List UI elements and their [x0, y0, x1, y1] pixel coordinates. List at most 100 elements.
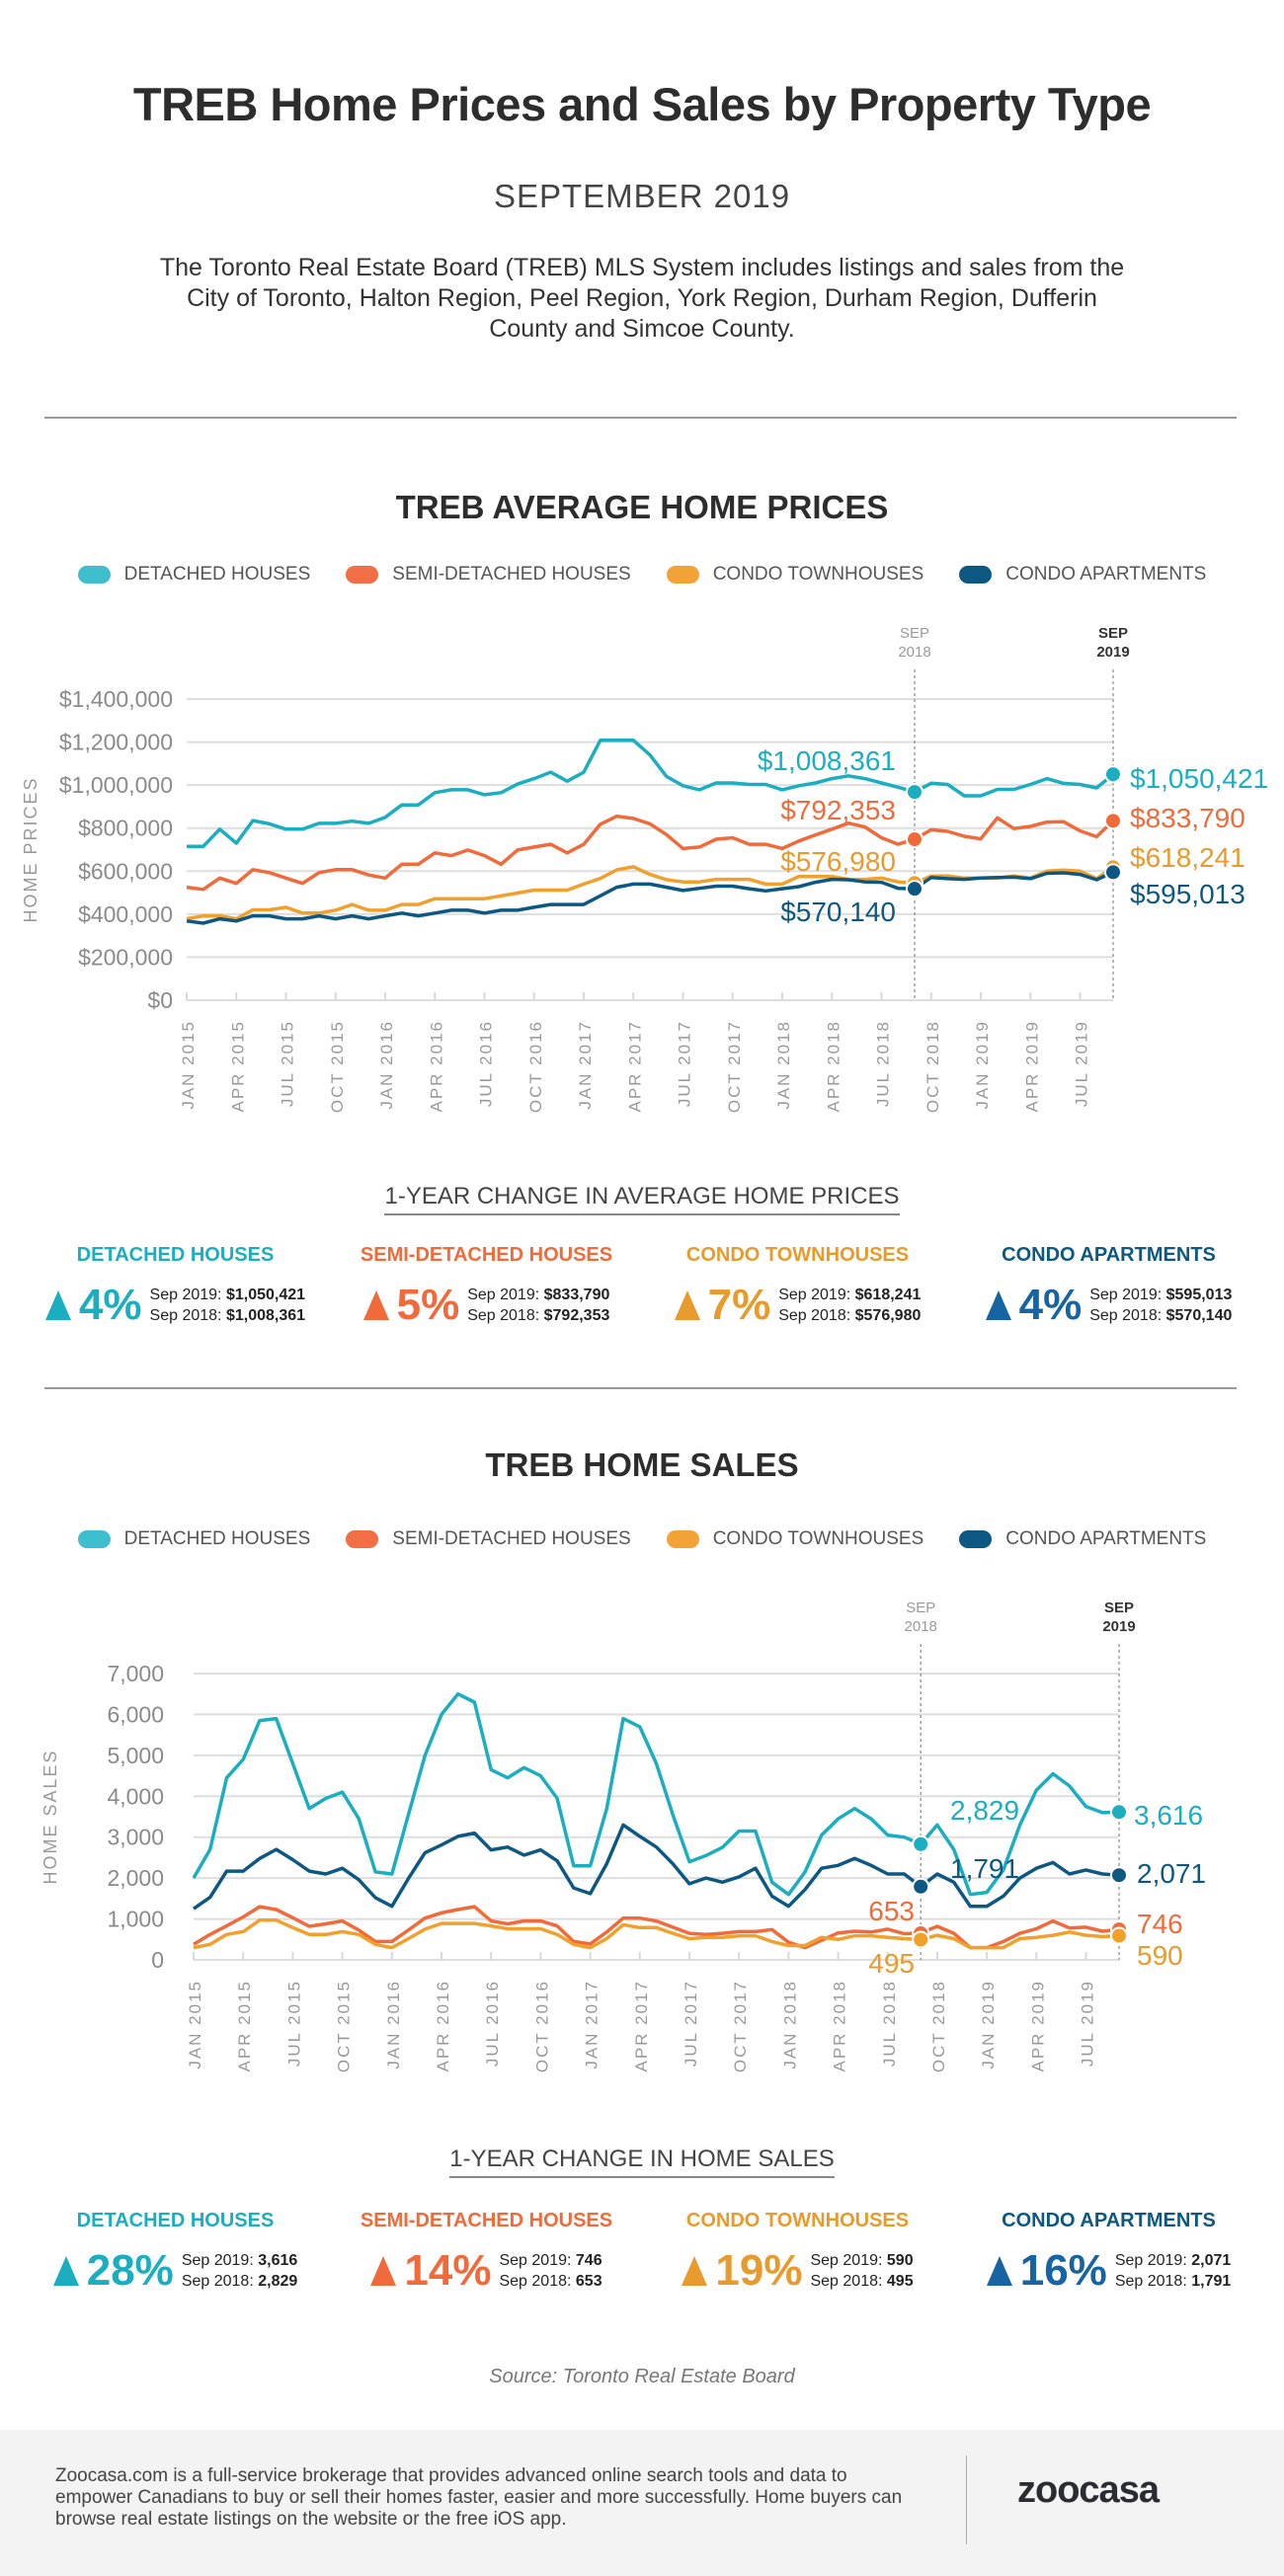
legend-label: SEMI-DETACHED HOUSES	[392, 564, 631, 585]
y-tick-label: 1,000	[107, 1907, 164, 1932]
change-card-title: SEMI-DETACHED HOUSES	[360, 1244, 613, 1266]
x-tick-label: APR 2018	[831, 1980, 849, 2072]
x-tick-label: APR 2019	[1022, 1020, 1041, 1113]
legend-label: DETACHED HOUSES	[123, 1528, 311, 1549]
data-point-detached	[906, 783, 923, 802]
change-percent: 28%	[86, 2246, 174, 2295]
current-value: $1,050,421	[225, 1287, 306, 1303]
zoocasa-logo[interactable]: zoocasa	[1017, 2469, 1160, 2511]
change-percent: 5%	[396, 1281, 460, 1329]
data-label-townhouse: 495	[868, 1948, 915, 1979]
current-value-label: Sep 2019:	[1114, 2252, 1187, 2269]
previous-value-label: Sep 2018:	[149, 1307, 222, 1324]
previous-value-row: Sep 2018: $576,980	[778, 1305, 921, 1326]
x-tick-label: APR 2018	[824, 1020, 843, 1113]
change-card-body: 28% Sep 2019: 3,616 Sep 2018: 2,829	[28, 2246, 324, 2296]
sales-change-title-text: 1-YEAR CHANGE IN HOME SALES	[449, 2146, 835, 2178]
current-value-label: Sep 2019:	[499, 2252, 572, 2269]
y-tick-label: $400,000	[78, 901, 173, 927]
legend-label: SEMI-DETACHED HOUSES	[392, 1528, 631, 1549]
data-label-detached: $1,050,421	[1130, 763, 1268, 794]
current-value-row: Sep 2019: 746	[499, 2250, 602, 2271]
data-label-detached: $1,008,361	[758, 745, 896, 776]
data-label-townhouse: 590	[1137, 1940, 1183, 1971]
x-tick-label: APR 2017	[632, 1980, 651, 2072]
data-label-semi: $792,353	[780, 795, 896, 825]
prices-line-chart: $0 $200,000 $400,000 $600,000 $800,000 $1,000…	[21, 625, 1268, 1113]
current-value-row: Sep 2019: $618,241	[778, 1285, 921, 1305]
change-card-townhouse: CONDO TOWNHOUSES 19% Sep 2019: 590 Sep 2…	[650, 2210, 946, 2296]
change-card-title: DETACHED HOUSES	[76, 2210, 275, 2231]
x-tick-label: JUL 2016	[477, 1020, 496, 1107]
change-percent: 14%	[404, 2246, 492, 2295]
current-value-label: Sep 2019:	[149, 1287, 222, 1303]
date-marker-label: SEP	[900, 625, 929, 642]
change-values: Sep 2019: 2,071 Sep 2018: 1,791	[1115, 2250, 1231, 2292]
data-label-apartment: $595,013	[1130, 879, 1245, 909]
up-arrow-icon	[985, 1290, 1011, 1320]
price-change-title: 1-YEAR CHANGE IN AVERAGE HOME PRICES	[0, 1183, 1284, 1215]
x-tick-label: JUL 2018	[880, 1980, 899, 2067]
change-card-body: 4% Sep 2019: $595,013 Sep 2018: $570,140	[961, 1281, 1257, 1330]
x-tick-label: APR 2015	[235, 1980, 254, 2072]
change-card-body: 7% Sep 2019: $618,241 Sep 2018: $576,980	[650, 1281, 946, 1330]
series-line-semi	[186, 814, 1115, 892]
x-tick-label: JUL 2015	[279, 1020, 297, 1107]
previous-value-label: Sep 2018:	[467, 1307, 540, 1324]
x-tick-label: JAN 2017	[576, 1020, 595, 1110]
change-percent: 4%	[1018, 1281, 1083, 1329]
change-percent: 4%	[78, 1281, 142, 1329]
up-arrow-icon	[370, 2256, 397, 2286]
y-axis-label: HOME SALES	[40, 1749, 60, 1884]
x-tick-label: JUL 2018	[874, 1020, 893, 1107]
current-value-label: Sep 2019:	[778, 1287, 851, 1303]
up-arrow-icon	[986, 2256, 1012, 2286]
previous-value: $570,140	[1165, 1307, 1233, 1324]
current-value-row: Sep 2019: 590	[810, 2250, 913, 2271]
previous-value-row: Sep 2018: 2,829	[182, 2271, 297, 2292]
x-tick-label: OCT 2015	[328, 1020, 347, 1113]
x-tick-label: JAN 2016	[384, 1980, 403, 2069]
change-values: Sep 2019: $833,790 Sep 2018: $792,353	[467, 1285, 609, 1326]
change-card-detached: DETACHED HOUSES 4% Sep 2019: $1,050,421 …	[28, 1244, 324, 1330]
change-card-apartment: CONDO APARTMENTS 4% Sep 2019: $595,013 S…	[961, 1244, 1257, 1330]
price-change-title-text: 1-YEAR CHANGE IN AVERAGE HOME PRICES	[384, 1183, 900, 1215]
legend-item-townhouse: CONDO TOWNHOUSES	[666, 1528, 923, 1550]
previous-value-row: Sep 2018: 495	[810, 2271, 913, 2292]
y-tick-label: 5,000	[107, 1743, 164, 1768]
change-values: Sep 2019: 746 Sep 2018: 653	[499, 2250, 602, 2292]
data-label-apartment: 1,791	[950, 1853, 1019, 1884]
legend-swatch	[666, 566, 699, 584]
current-value: $595,013	[1165, 1287, 1233, 1303]
sales-change-title: 1-YEAR CHANGE IN HOME SALES	[0, 2146, 1284, 2178]
sales-legend: DETACHED HOUSES SEMI-DETACHED HOUSES CON…	[0, 1528, 1284, 1550]
legend-item-semi: SEMI-DETACHED HOUSES	[346, 1528, 631, 1550]
change-card-title: CONDO TOWNHOUSES	[685, 2210, 910, 2231]
change-values: Sep 2019: $1,050,421 Sep 2018: $1,008,36…	[150, 1285, 305, 1326]
previous-value: $792,353	[543, 1307, 610, 1324]
change-card-detached: DETACHED HOUSES 28% Sep 2019: 3,616 Sep …	[28, 2210, 324, 2296]
change-card-title: CONDO APARTMENTS	[1002, 1244, 1216, 1266]
series-line-apartment	[193, 1823, 1120, 1911]
legend-item-detached: DETACHED HOUSES	[77, 1528, 311, 1550]
current-value-row: Sep 2019: $595,013	[1089, 1285, 1232, 1305]
legend-item-townhouse: CONDO TOWNHOUSES	[666, 564, 923, 585]
data-label-apartment: $570,140	[780, 897, 896, 927]
legend-label: CONDO APARTMENTS	[1005, 1528, 1207, 1549]
x-tick-label: JUL 2019	[1073, 1020, 1091, 1107]
x-tick-label: OCT 2018	[929, 1980, 948, 2072]
data-label-detached: 2,829	[950, 1795, 1019, 1826]
sales-line-chart: 0 1,000 2,000 3,000 4,000 5,000 6,000 7,000 HOME…	[40, 1600, 1206, 2072]
previous-value-label: Sep 2018:	[1089, 1307, 1163, 1324]
y-tick-label: 3,000	[107, 1825, 164, 1850]
change-card-body: 5% Sep 2019: $833,790 Sep 2018: $792,353	[339, 1281, 635, 1330]
data-label-semi: 653	[868, 1896, 915, 1926]
data-point-apartment	[1104, 863, 1122, 882]
current-value: 3,616	[258, 2252, 298, 2269]
x-tick-label: JAN 2017	[583, 1980, 602, 2069]
y-tick-label: 7,000	[107, 1661, 164, 1686]
data-point-apartment	[1110, 1866, 1128, 1885]
previous-value-row: Sep 2018: 653	[499, 2271, 602, 2292]
legend-swatch	[346, 1530, 379, 1548]
price-change-row: DETACHED HOUSES 4% Sep 2019: $1,050,421 …	[20, 1244, 1264, 1330]
